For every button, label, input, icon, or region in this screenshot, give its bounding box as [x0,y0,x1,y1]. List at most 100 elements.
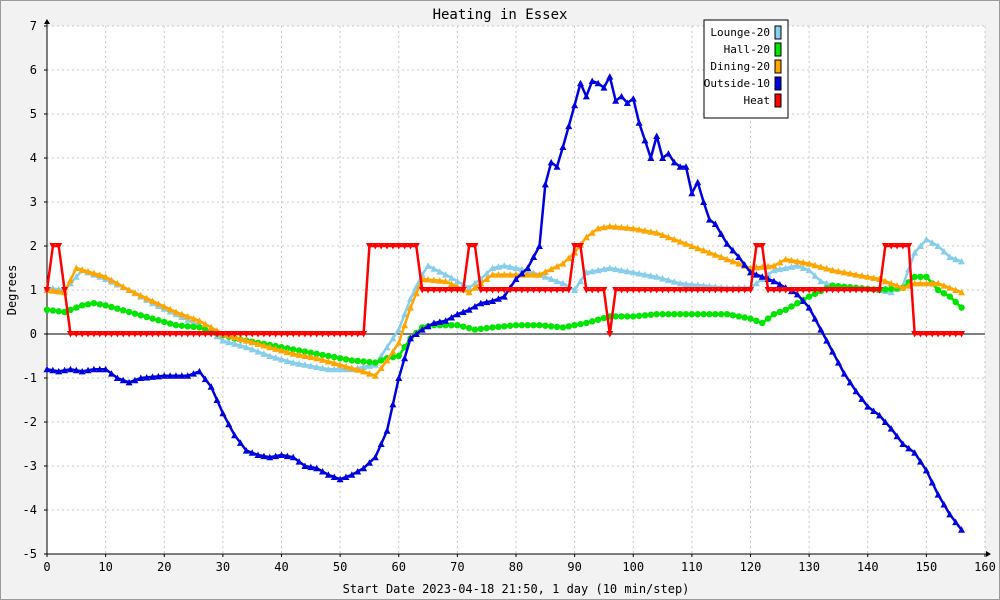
data-point [817,263,825,270]
data-point [436,277,444,284]
data-point [635,287,643,294]
data-point [330,359,338,367]
data-point [823,279,831,287]
data-point [154,372,162,380]
data-point [629,268,637,276]
data-point [354,331,362,338]
data-point [448,322,455,329]
data-point [793,257,801,265]
legend-label-outside-10: Outside-10 [704,77,770,90]
data-point [922,331,930,338]
data-point [90,331,98,338]
data-point [506,271,514,278]
x-tick-label: 40 [274,560,288,574]
data-point [43,287,51,294]
data-point [254,348,262,355]
data-point [946,293,954,300]
data-point [623,267,631,275]
data-point [307,362,315,369]
data-point [418,287,426,294]
data-point [78,367,86,375]
x-tick-label: 50 [333,560,347,574]
data-point [266,453,274,461]
data-point [107,276,115,284]
data-point [676,287,684,294]
data-point [454,322,461,329]
data-point [817,277,825,285]
data-point [747,315,754,322]
x-tick-label: 130 [798,560,820,574]
data-point [178,310,186,318]
data-point [799,259,807,266]
data-point [623,99,631,106]
data-point [365,459,373,466]
data-point [143,331,151,338]
data-point [137,292,145,299]
data-point [500,262,508,269]
data-point [905,243,913,250]
data-point [266,343,274,351]
data-point [641,227,649,234]
data-point [119,331,127,338]
data-point [307,349,315,356]
data-point [313,331,321,338]
data-point [119,376,127,384]
data-point [143,373,151,381]
data-point [190,323,197,331]
data-point [295,347,303,354]
data-point [618,287,626,294]
data-point [647,272,655,279]
data-point [659,274,667,282]
data-point [541,287,549,294]
data-point [582,233,590,241]
data-point [571,286,579,293]
data-point [565,122,573,130]
x-tick-label: 80 [509,560,523,574]
x-tick-label: 0 [43,560,50,574]
data-point [536,322,543,329]
data-point [301,462,309,469]
data-point [55,287,63,295]
data-point [319,356,327,363]
x-axis-label: Start Date 2023-04-18 21:50, 1 day (10 m… [343,582,690,596]
data-point [752,263,760,271]
data-point [401,321,409,329]
data-point [799,287,807,294]
data-point [372,359,379,366]
data-point [659,311,666,318]
data-point [788,263,796,270]
data-point [641,312,649,319]
data-point [629,95,637,102]
data-point [495,323,502,331]
data-point [647,311,655,318]
data-point [149,373,157,380]
data-point [360,358,367,365]
data-point [195,331,203,338]
data-point [840,370,848,377]
data-point [301,331,309,338]
data-point [489,264,497,271]
data-point [242,337,250,344]
data-point [201,320,209,328]
data-point [711,220,719,227]
data-point [114,305,121,312]
data-point [383,343,391,351]
y-tick-label: 7 [30,19,37,33]
data-point [102,365,110,373]
data-point [952,255,960,263]
data-point [178,322,186,329]
data-point [72,273,80,280]
data-point [635,226,643,233]
data-point [846,378,854,386]
data-point [236,335,244,342]
data-point [166,331,174,338]
data-point [84,366,92,374]
data-point [664,233,672,241]
data-point [348,357,356,364]
data-point [96,365,104,373]
data-point [348,471,356,478]
data-point [670,287,678,294]
legend-label-dining-20: Dining-20 [710,60,770,73]
y-tick-label: 6 [30,63,37,77]
data-point [406,334,414,342]
